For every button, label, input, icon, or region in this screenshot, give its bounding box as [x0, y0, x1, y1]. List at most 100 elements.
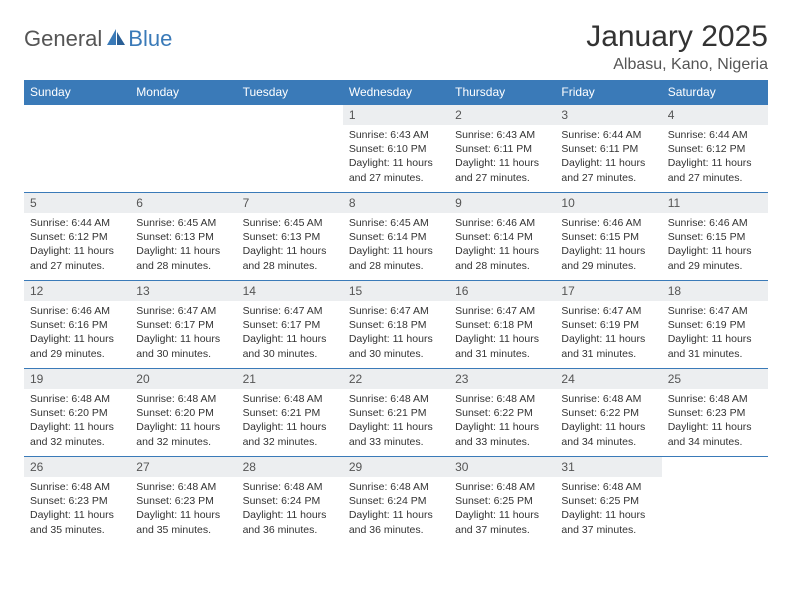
day-number: 3 [555, 105, 661, 125]
calendar-cell [237, 105, 343, 193]
day-number: 31 [555, 457, 661, 477]
calendar-body: 1Sunrise: 6:43 AMSunset: 6:10 PMDaylight… [24, 105, 768, 545]
day-content: Sunrise: 6:47 AMSunset: 6:17 PMDaylight:… [237, 301, 343, 365]
day-daylight1: Daylight: 11 hours [349, 244, 443, 258]
day-sunset: Sunset: 6:23 PM [668, 406, 762, 420]
day-content: Sunrise: 6:44 AMSunset: 6:11 PMDaylight:… [555, 125, 661, 189]
day-sunrise: Sunrise: 6:48 AM [243, 480, 337, 494]
day-sunrise: Sunrise: 6:47 AM [561, 304, 655, 318]
day-content: Sunrise: 6:46 AMSunset: 6:16 PMDaylight:… [24, 301, 130, 365]
day-daylight1: Daylight: 11 hours [561, 244, 655, 258]
calendar-cell: 1Sunrise: 6:43 AMSunset: 6:10 PMDaylight… [343, 105, 449, 193]
day-content: Sunrise: 6:48 AMSunset: 6:25 PMDaylight:… [555, 477, 661, 541]
day-daylight1: Daylight: 11 hours [455, 508, 549, 522]
day-daylight2: and 31 minutes. [561, 347, 655, 361]
day-sunset: Sunset: 6:17 PM [136, 318, 230, 332]
day-daylight1: Daylight: 11 hours [561, 508, 655, 522]
day-daylight2: and 31 minutes. [668, 347, 762, 361]
day-daylight1: Daylight: 11 hours [243, 244, 337, 258]
sail-icon [106, 28, 126, 51]
day-daylight2: and 27 minutes. [668, 171, 762, 185]
day-daylight1: Daylight: 11 hours [668, 156, 762, 170]
day-daylight2: and 32 minutes. [30, 435, 124, 449]
calendar-week: 26Sunrise: 6:48 AMSunset: 6:23 PMDayligh… [24, 457, 768, 545]
day-content: Sunrise: 6:45 AMSunset: 6:13 PMDaylight:… [130, 213, 236, 277]
day-sunset: Sunset: 6:21 PM [349, 406, 443, 420]
day-sunrise: Sunrise: 6:44 AM [30, 216, 124, 230]
day-daylight1: Daylight: 11 hours [30, 508, 124, 522]
day-sunset: Sunset: 6:16 PM [30, 318, 124, 332]
day-number: 5 [24, 193, 130, 213]
day-number: 24 [555, 369, 661, 389]
logo-text-general: General [24, 26, 102, 52]
day-sunrise: Sunrise: 6:48 AM [30, 392, 124, 406]
day-content: Sunrise: 6:47 AMSunset: 6:19 PMDaylight:… [662, 301, 768, 365]
day-content: Sunrise: 6:47 AMSunset: 6:18 PMDaylight:… [343, 301, 449, 365]
calendar-cell: 25Sunrise: 6:48 AMSunset: 6:23 PMDayligh… [662, 369, 768, 457]
day-daylight2: and 30 minutes. [136, 347, 230, 361]
day-sunset: Sunset: 6:24 PM [243, 494, 337, 508]
day-sunset: Sunset: 6:19 PM [668, 318, 762, 332]
calendar-cell: 14Sunrise: 6:47 AMSunset: 6:17 PMDayligh… [237, 281, 343, 369]
day-content: Sunrise: 6:46 AMSunset: 6:14 PMDaylight:… [449, 213, 555, 277]
day-sunset: Sunset: 6:25 PM [455, 494, 549, 508]
day-daylight2: and 28 minutes. [349, 259, 443, 273]
day-daylight2: and 31 minutes. [455, 347, 549, 361]
day-sunset: Sunset: 6:15 PM [561, 230, 655, 244]
day-daylight1: Daylight: 11 hours [349, 420, 443, 434]
day-number: 12 [24, 281, 130, 301]
day-number: 29 [343, 457, 449, 477]
day-number: 11 [662, 193, 768, 213]
day-content: Sunrise: 6:48 AMSunset: 6:20 PMDaylight:… [130, 389, 236, 453]
day-content: Sunrise: 6:48 AMSunset: 6:23 PMDaylight:… [662, 389, 768, 453]
calendar-header-row: SundayMondayTuesdayWednesdayThursdayFrid… [24, 80, 768, 105]
day-sunrise: Sunrise: 6:46 AM [455, 216, 549, 230]
day-content: Sunrise: 6:48 AMSunset: 6:24 PMDaylight:… [237, 477, 343, 541]
day-daylight2: and 28 minutes. [455, 259, 549, 273]
calendar-cell: 4Sunrise: 6:44 AMSunset: 6:12 PMDaylight… [662, 105, 768, 193]
day-daylight1: Daylight: 11 hours [561, 420, 655, 434]
day-daylight1: Daylight: 11 hours [136, 332, 230, 346]
day-daylight2: and 27 minutes. [455, 171, 549, 185]
day-content: Sunrise: 6:48 AMSunset: 6:22 PMDaylight:… [555, 389, 661, 453]
calendar-cell: 30Sunrise: 6:48 AMSunset: 6:25 PMDayligh… [449, 457, 555, 545]
day-header: Tuesday [237, 80, 343, 105]
day-daylight2: and 27 minutes. [30, 259, 124, 273]
header: General Blue January 2025 Albasu, Kano, … [24, 20, 768, 74]
day-sunrise: Sunrise: 6:43 AM [349, 128, 443, 142]
day-sunrise: Sunrise: 6:47 AM [349, 304, 443, 318]
day-sunset: Sunset: 6:13 PM [243, 230, 337, 244]
calendar-cell: 7Sunrise: 6:45 AMSunset: 6:13 PMDaylight… [237, 193, 343, 281]
calendar-cell: 17Sunrise: 6:47 AMSunset: 6:19 PMDayligh… [555, 281, 661, 369]
day-sunset: Sunset: 6:25 PM [561, 494, 655, 508]
day-daylight1: Daylight: 11 hours [30, 332, 124, 346]
day-daylight1: Daylight: 11 hours [136, 420, 230, 434]
day-sunrise: Sunrise: 6:48 AM [668, 392, 762, 406]
calendar-week: 5 Sunrise: 6:44 AMSunset: 6:12 PM Daylight… [24, 193, 768, 281]
day-daylight1: Daylight: 11 hours [136, 508, 230, 522]
day-daylight1: Daylight: 11 hours [455, 332, 549, 346]
day-sunrise: Sunrise: 6:48 AM [30, 480, 124, 494]
day-daylight2: and 27 minutes. [349, 171, 443, 185]
day-number: 30 [449, 457, 555, 477]
calendar-cell: 28Sunrise: 6:48 AMSunset: 6:24 PMDayligh… [237, 457, 343, 545]
day-content: Sunrise: 6:48 AMSunset: 6:21 PMDaylight:… [343, 389, 449, 453]
day-number: 4 [662, 105, 768, 125]
day-daylight2: and 29 minutes. [30, 347, 124, 361]
day-number: 10 [555, 193, 661, 213]
day-daylight1: Daylight: 11 hours [455, 420, 549, 434]
day-daylight2: and 28 minutes. [243, 259, 337, 273]
calendar-cell: 11Sunrise: 6:46 AMSunset: 6:15 PMDayligh… [662, 193, 768, 281]
day-sunset: Sunset: 6:17 PM [243, 318, 337, 332]
day-sunset: Sunset: 6:19 PM [561, 318, 655, 332]
day-content: Sunrise: 6:43 AMSunset: 6:11 PMDaylight:… [449, 125, 555, 189]
day-sunset: Sunset: 6:12 PM [30, 230, 124, 244]
day-content: Sunrise: 6:47 AMSunset: 6:18 PMDaylight:… [449, 301, 555, 365]
day-sunset: Sunset: 6:20 PM [136, 406, 230, 420]
day-content: Sunrise: 6:48 AMSunset: 6:23 PMDaylight:… [130, 477, 236, 541]
day-daylight1: Daylight: 11 hours [455, 244, 549, 258]
day-number: 25 [662, 369, 768, 389]
day-number: 13 [130, 281, 236, 301]
day-content: Sunrise: 6:45 AMSunset: 6:13 PMDaylight:… [237, 213, 343, 277]
day-sunset: Sunset: 6:14 PM [455, 230, 549, 244]
